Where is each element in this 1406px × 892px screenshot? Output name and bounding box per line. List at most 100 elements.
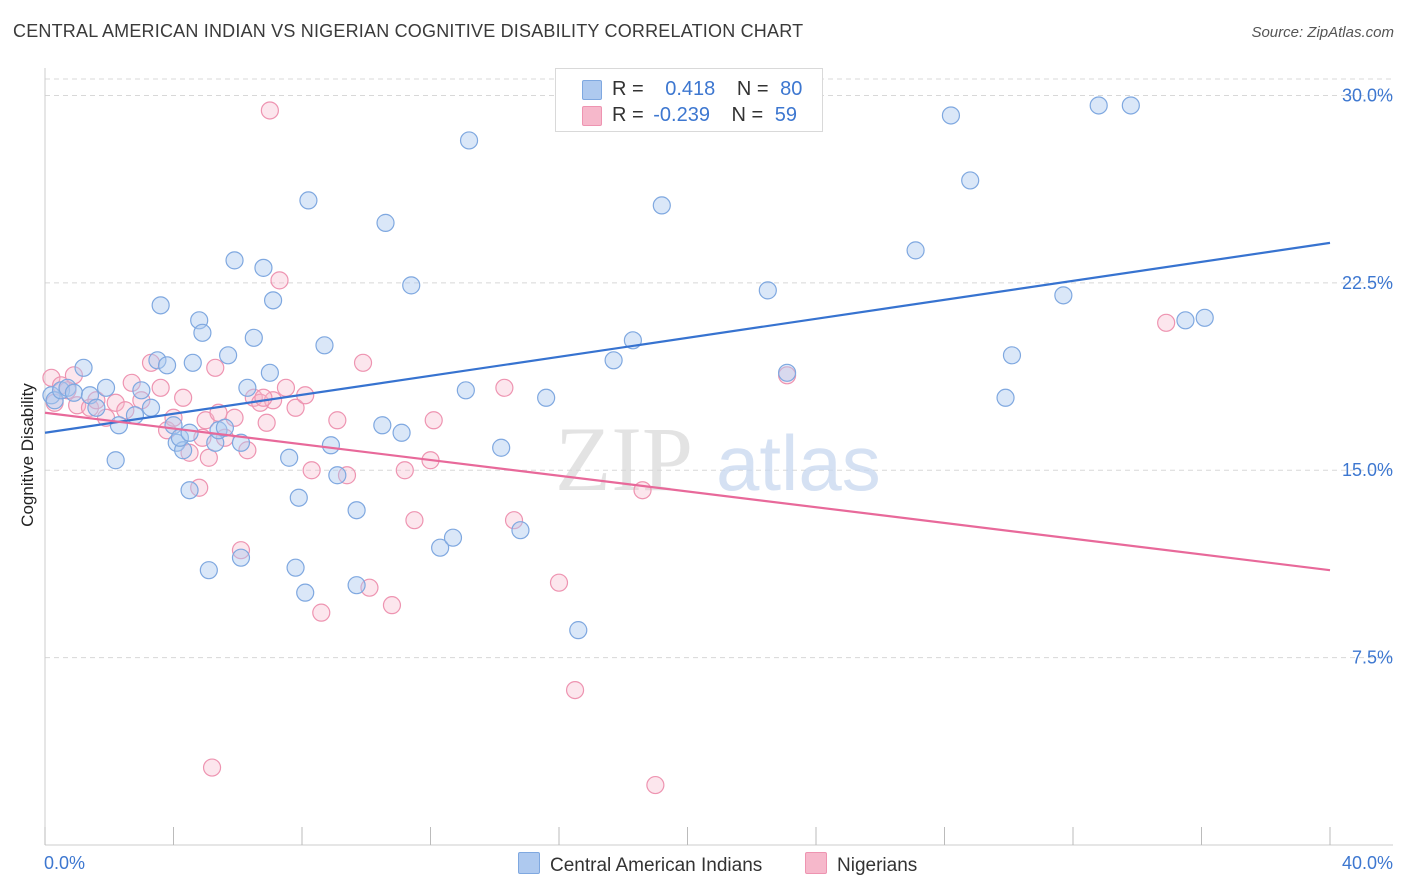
bottom-legend-label-blue: Central American Indians — [550, 855, 763, 876]
central-american-indian-point — [402, 276, 421, 295]
central-american-indian-point — [315, 336, 334, 355]
central-american-indian-point — [215, 418, 234, 437]
y-tick-label: 22.5% — [1342, 273, 1393, 293]
central-american-indian-point — [151, 296, 170, 315]
central-american-indian-point — [1054, 286, 1073, 305]
central-american-indian-point — [652, 196, 671, 215]
central-american-indian-point — [180, 481, 199, 500]
blue-trend-line — [44, 241, 1331, 434]
central-american-indian-point — [299, 191, 318, 210]
nigerian-point — [106, 393, 125, 412]
central-american-indian-point — [141, 398, 161, 417]
legend-r-value-blue: 0.418 — [665, 78, 716, 100]
central-american-indian-point — [941, 106, 961, 125]
watermark-atlas: atlas — [716, 419, 881, 507]
central-american-indian-point — [328, 466, 347, 485]
central-american-indian-point — [45, 391, 64, 410]
nigerians-points — [42, 101, 1176, 795]
central-american-indian-point — [392, 423, 411, 442]
nigerian-point — [151, 378, 170, 397]
nigerian-point — [495, 378, 514, 397]
nigerian-point — [231, 541, 251, 560]
central-american-indian-point — [244, 328, 263, 347]
central-american-indian-point — [961, 171, 980, 190]
central-american-indian-point — [167, 433, 186, 452]
legend-r-label: R = — [612, 78, 644, 100]
legend-swatch-blue — [582, 80, 602, 100]
central-american-indian-point — [157, 356, 177, 375]
grid-lines — [45, 78, 1392, 659]
nigerian-point — [276, 378, 296, 397]
central-american-indian-point — [132, 381, 151, 400]
central-american-indian-point — [996, 388, 1015, 407]
watermark: ZIP atlas — [555, 408, 881, 510]
y-tick-label: 15.0% — [1342, 460, 1393, 480]
y-tick-label: 7.5% — [1352, 648, 1393, 668]
nigerian-point — [646, 775, 665, 795]
central-american-indian-point — [347, 576, 366, 595]
nigerian-point — [202, 758, 222, 777]
bottom-legend-swatch-pink — [805, 852, 827, 874]
central-american-indian-point — [1176, 311, 1195, 330]
legend-n-label: N = — [736, 78, 769, 100]
central-american-indian-point — [183, 353, 202, 372]
y-axis-label: Cognitive Disability — [18, 383, 37, 527]
central-american-indian-point — [537, 388, 556, 407]
legend-n-value-blue: 80 — [780, 78, 803, 100]
central-american-indian-point — [1002, 346, 1022, 365]
central-american-indian-point — [225, 251, 244, 270]
nigerian-point — [174, 388, 193, 407]
central-american-indian-point — [492, 438, 511, 457]
pink-trend-line — [44, 411, 1331, 572]
central-american-indian-point — [777, 363, 797, 382]
central-american-indians-points — [42, 96, 1214, 640]
central-american-indian-point — [238, 378, 257, 397]
central-american-indian-point — [180, 423, 199, 442]
y-tick-label: 30.0% — [1342, 85, 1393, 105]
central-american-indian-point — [286, 558, 305, 577]
nigerian-point — [312, 603, 331, 622]
central-american-indian-point — [96, 378, 116, 397]
central-american-indian-point — [758, 281, 777, 300]
nigerian-point — [424, 411, 443, 430]
nigerian-point — [565, 680, 585, 700]
central-american-indian-point — [280, 448, 299, 467]
nigerian-point — [122, 373, 141, 392]
central-american-indian-point — [106, 451, 125, 470]
central-american-indian-point — [74, 358, 93, 377]
nigerian-point — [504, 511, 524, 530]
tick-labels: 7.5% 15.0% 22.5% 30.0% 0.0% 40.0% — [44, 85, 1393, 873]
nigerian-point — [286, 398, 305, 417]
x-tick-label-left: 0.0% — [44, 853, 85, 873]
nigerian-point — [80, 398, 100, 417]
legend-n-label: N = — [731, 104, 764, 126]
central-american-indian-point — [231, 548, 251, 567]
nigerian-point — [549, 573, 569, 592]
bottom-legend-label-pink: Nigerians — [837, 855, 918, 876]
central-american-indian-point — [289, 488, 308, 507]
legend-r-value-pink: -0.239 — [653, 104, 710, 126]
nigerian-point — [1157, 313, 1176, 332]
nigerian-point — [225, 408, 244, 427]
legend-r-label: R = — [612, 104, 644, 126]
central-american-indian-point — [260, 363, 279, 382]
nigerian-point — [337, 466, 357, 485]
bottom-legend-central-american-indians: Central American Indians — [518, 852, 762, 877]
nigerian-point — [199, 448, 218, 467]
legend-n-value-pink: 59 — [774, 104, 798, 126]
central-american-indian-point — [193, 323, 212, 342]
nigerian-point — [238, 441, 257, 460]
nigerian-point — [257, 413, 276, 432]
nigerian-point — [328, 411, 347, 430]
central-american-indian-point — [199, 561, 218, 580]
central-american-indian-point — [148, 351, 167, 370]
nigerian-point — [395, 461, 414, 480]
central-american-indian-point — [459, 131, 479, 150]
central-american-indian-point — [254, 258, 273, 277]
legend-swatch-pink — [582, 106, 602, 126]
central-american-indian-point — [87, 398, 106, 417]
nigerian-point — [132, 391, 151, 410]
source-label: Source: ZipAtlas.com — [1251, 24, 1394, 41]
central-american-indian-point — [511, 521, 530, 540]
bottom-legend-swatch-blue — [518, 852, 540, 874]
